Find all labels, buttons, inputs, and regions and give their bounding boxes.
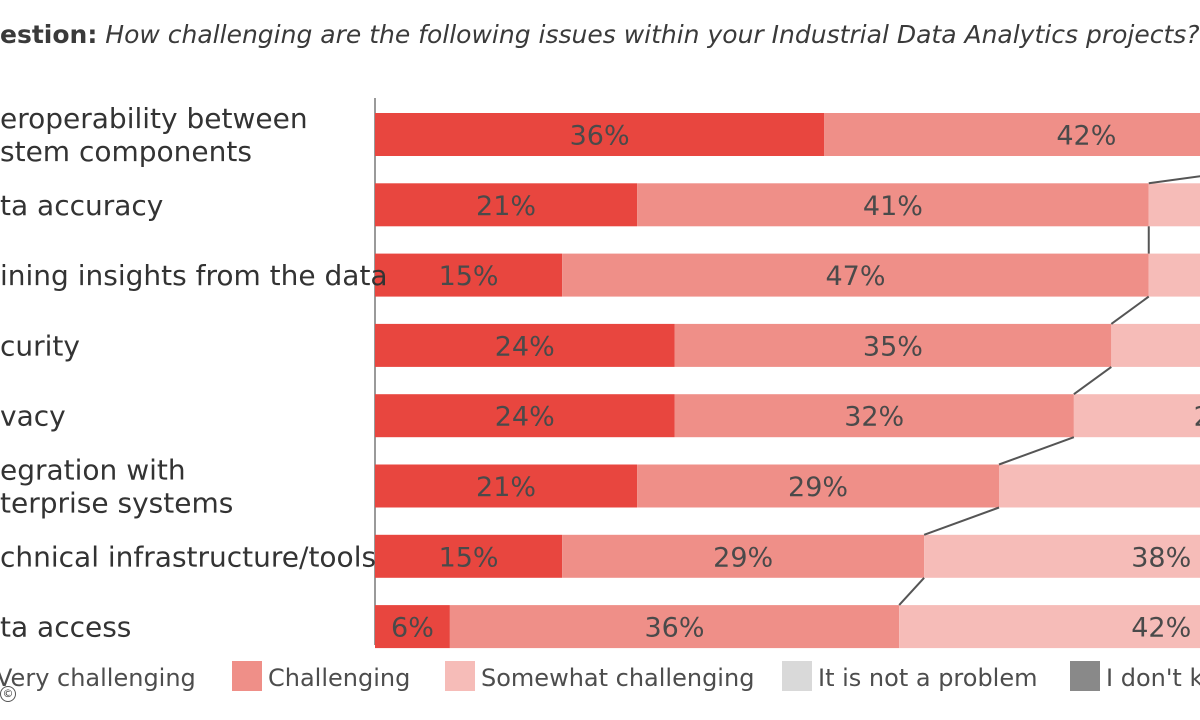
bar-segment xyxy=(924,534,1200,578)
bar-segment xyxy=(637,183,1149,227)
bars-group: 36%42%18%21%41%21%18%15%47%24%15%24%35%2… xyxy=(375,113,1200,649)
category-label: ta access xyxy=(0,611,131,644)
value-label: 29% xyxy=(788,472,848,503)
bar-segment xyxy=(562,534,925,578)
bar-segment xyxy=(562,253,1149,297)
legend-label: I don't kn xyxy=(1106,664,1200,692)
bar-segment xyxy=(637,464,999,508)
legend: Very challenging Challenging Somewhat chal… xyxy=(0,661,1200,692)
bar-segment xyxy=(899,605,1200,649)
category-label: vacy xyxy=(0,400,66,433)
legend-item: Somewhat challenging xyxy=(445,661,754,692)
value-label: 6% xyxy=(391,613,434,644)
legend-label: It is not a problem xyxy=(818,664,1038,692)
bar-segment xyxy=(375,534,563,578)
value-label: 35% xyxy=(863,331,923,362)
bar-segment xyxy=(1111,323,1200,367)
question-text: How challenging are the following issues… xyxy=(105,20,1200,49)
question-label: estion: xyxy=(0,20,98,49)
category-label: eroperability between stem components xyxy=(0,102,308,168)
bar-segment xyxy=(375,464,638,508)
bar-segment xyxy=(1148,253,1200,297)
bar-segment xyxy=(1148,183,1200,227)
bar-segment xyxy=(674,323,1112,367)
value-label: 47% xyxy=(825,261,885,292)
category-label: egration with terprise systems xyxy=(0,454,233,520)
value-label: 42% xyxy=(1131,613,1191,644)
value-label: 42% xyxy=(1056,121,1116,152)
connector-line xyxy=(923,506,1000,536)
bar-segment xyxy=(999,464,1200,508)
bar-segment xyxy=(375,605,450,649)
value-label: 24% xyxy=(495,402,555,433)
bar-segment xyxy=(449,605,900,649)
copyright-icon: © xyxy=(0,686,16,702)
value-label: 36% xyxy=(570,121,630,152)
question-header: estion: How challenging are the followin… xyxy=(0,20,1200,49)
connector-line xyxy=(1073,366,1112,396)
bar-segment xyxy=(375,113,825,156)
value-label: 24% xyxy=(1194,402,1200,433)
bar-segment xyxy=(674,394,1074,438)
category-label: chnical infrastructure/tools xyxy=(0,540,376,573)
value-label: 15% xyxy=(439,542,499,573)
legend-item: Very challenging xyxy=(0,664,196,692)
legend-swatch xyxy=(232,661,262,691)
legend-item: It is not a problem xyxy=(782,661,1038,692)
legend-swatch xyxy=(1070,661,1100,691)
connector-line xyxy=(898,577,925,606)
value-label: 15% xyxy=(439,261,499,292)
legend-swatch xyxy=(445,661,475,691)
bar-segment xyxy=(824,113,1200,156)
legend-label: Very challenging xyxy=(0,664,196,692)
category-label: ta accuracy xyxy=(0,189,163,222)
category-label: ining insights from the data xyxy=(0,259,388,292)
bar-segment xyxy=(375,253,563,297)
value-label: 21% xyxy=(476,472,536,503)
value-label: 32% xyxy=(844,402,904,433)
bar-segment xyxy=(375,323,675,367)
value-label: 38% xyxy=(1131,542,1191,573)
legend-label: Challenging xyxy=(268,664,410,692)
category-label: curity xyxy=(0,329,80,362)
bar-segment xyxy=(375,183,638,227)
category-labels: eroperability between stem components ta a… xyxy=(0,102,388,644)
value-label: 24% xyxy=(495,331,555,362)
connector-line xyxy=(998,436,1075,466)
connector-line xyxy=(1148,175,1200,185)
value-label: 29% xyxy=(713,542,773,573)
bar-segment xyxy=(375,394,675,438)
connector-line xyxy=(1110,295,1150,325)
legend-label: Somewhat challenging xyxy=(481,664,754,692)
value-label: 41% xyxy=(863,191,923,222)
legend-item: Challenging xyxy=(232,661,410,692)
legend-swatch xyxy=(782,661,812,691)
connector-lines xyxy=(898,175,1200,606)
value-label: 21% xyxy=(476,191,536,222)
bar-segment xyxy=(1073,394,1200,438)
value-label: 36% xyxy=(645,613,705,644)
legend-item: I don't kn xyxy=(1070,661,1200,692)
